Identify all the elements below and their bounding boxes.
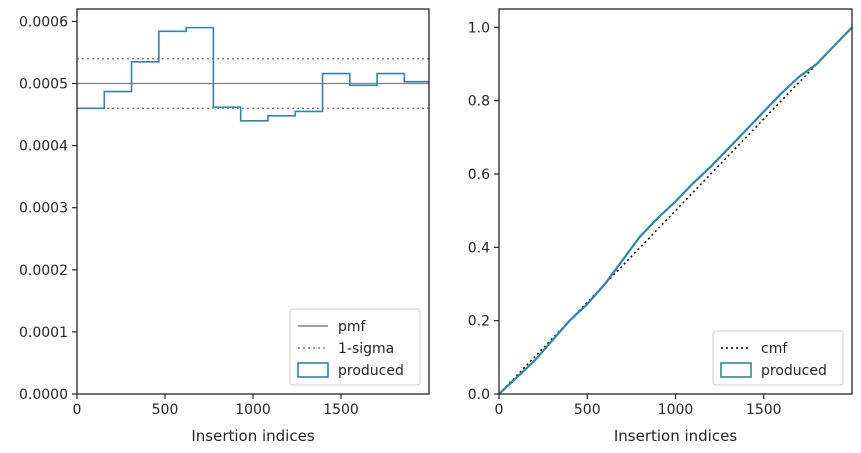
x-axis-label: Insertion indices xyxy=(614,427,737,445)
left-plot: 0 500 1000 1500 0.0000 0.0001 0.0002 0.0003 0.00… xyxy=(19,8,430,445)
x-tick-label: 0 xyxy=(73,402,82,418)
x-tick-label: 500 xyxy=(574,402,601,418)
x-tick-label: 0 xyxy=(495,402,504,418)
x-tick-label: 1000 xyxy=(235,402,271,418)
x-tick-label: 500 xyxy=(152,402,179,418)
y-tick-label: 0.0 xyxy=(468,387,490,403)
series-group xyxy=(499,26,852,394)
legend-pmf-label: pmf xyxy=(338,319,367,335)
x-tick-label: 1500 xyxy=(746,402,782,418)
legend: pmf 1-sigma produced xyxy=(289,308,421,386)
legend-produced-label: produced xyxy=(338,363,404,379)
y-tick-label: 0.2 xyxy=(468,314,490,330)
legend-cmf-label: cmf xyxy=(761,341,788,357)
x-tick-label: 1000 xyxy=(658,402,694,418)
right-plot: 0 500 1000 1500 0.0 0.2 0.4 0.6 0.8 1.0 Insertion … xyxy=(468,8,853,445)
y-tick-label: 0.0001 xyxy=(19,325,68,341)
series-group xyxy=(77,26,429,122)
y-tick-label: 0.0003 xyxy=(19,201,68,217)
series-produced-step xyxy=(77,26,429,122)
series-produced-line xyxy=(499,26,852,394)
legend: cmf produced xyxy=(712,330,844,386)
legend-box xyxy=(712,330,844,386)
y-tick-label: 0.4 xyxy=(468,240,490,256)
x-tick-label: 1500 xyxy=(323,402,359,418)
y-tick-label: 0.0004 xyxy=(19,139,68,155)
y-tick-label: 0.0005 xyxy=(19,77,68,93)
y-tick-label: 0.0002 xyxy=(19,263,68,279)
legend-box xyxy=(289,308,421,386)
legend-1-sigma-label: 1-sigma xyxy=(338,341,394,357)
legend-produced-label: produced xyxy=(761,363,827,379)
y-tick-label: 0.0000 xyxy=(19,387,68,403)
y-tick-label: 1.0 xyxy=(468,20,490,36)
legend-produced-handle xyxy=(720,362,752,378)
y-tick-label: 0.8 xyxy=(468,94,490,110)
legend-produced-handle xyxy=(297,362,329,378)
y-tick-label: 0.6 xyxy=(468,167,490,183)
y-tick-label: 0.0006 xyxy=(19,14,68,30)
x-axis-label: Insertion indices xyxy=(191,427,314,445)
